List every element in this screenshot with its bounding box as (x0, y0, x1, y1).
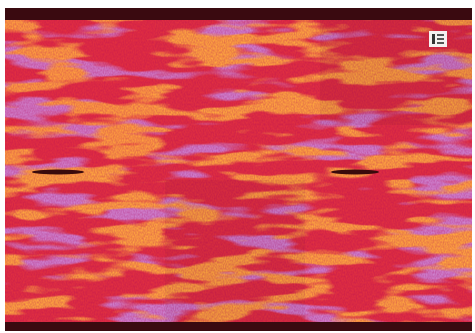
dark-mark (331, 170, 379, 175)
icon-glyph (432, 34, 435, 44)
tile (320, 20, 472, 125)
top-bar (5, 8, 472, 20)
tile (165, 180, 305, 322)
bottom-bar (5, 322, 472, 331)
icon-glyph (437, 34, 444, 36)
image-view (0, 0, 475, 333)
dark-mark (32, 170, 84, 175)
icon-glyph (437, 38, 444, 40)
page: {} (0, 0, 475, 333)
icon-glyph (437, 42, 444, 44)
tile (5, 20, 155, 170)
icon (429, 31, 447, 47)
